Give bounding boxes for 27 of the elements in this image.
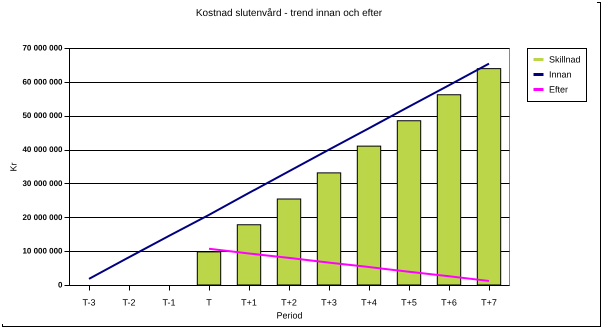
y-tick-label: 50 000 000	[22, 111, 64, 120]
y-tick-label: 60 000 000	[22, 77, 64, 86]
x-tick-label: T+7	[481, 298, 497, 308]
y-tick-label: 70 000 000	[22, 44, 64, 52]
legend-label: Skillnad	[549, 54, 581, 64]
y-tick-label: 0	[58, 280, 64, 290]
x-tick-label: T+3	[321, 298, 337, 308]
x-axis-title: Period	[276, 310, 303, 320]
line-series	[88, 62, 490, 280]
x-tick-label: T+4	[361, 298, 377, 308]
chart-title: Kostnad slutenvård - trend innan och efter	[196, 7, 383, 19]
y-tick-label: 30 000 000	[22, 178, 64, 188]
y-axis-title: Kr	[8, 162, 18, 172]
line-series	[208, 248, 490, 282]
x-tick-label: T+6	[441, 298, 457, 308]
x-tick-label: T+2	[281, 298, 297, 308]
y-tick-label: 40 000 000	[22, 145, 64, 154]
x-tick-label: T-1	[162, 298, 176, 308]
x-tick-label: T-3	[82, 298, 96, 308]
x-tick-label: T-2	[122, 298, 136, 308]
y-tick-label: 10 000 000	[22, 246, 64, 256]
x-tick-label: T+5	[401, 298, 417, 308]
legend-label: Innan	[549, 70, 572, 80]
x-tick-label: T+1	[241, 298, 257, 308]
y-tick-label: 20 000 000	[22, 212, 64, 222]
legend-label: Efter	[549, 84, 568, 94]
x-tick-label: T	[206, 298, 212, 308]
